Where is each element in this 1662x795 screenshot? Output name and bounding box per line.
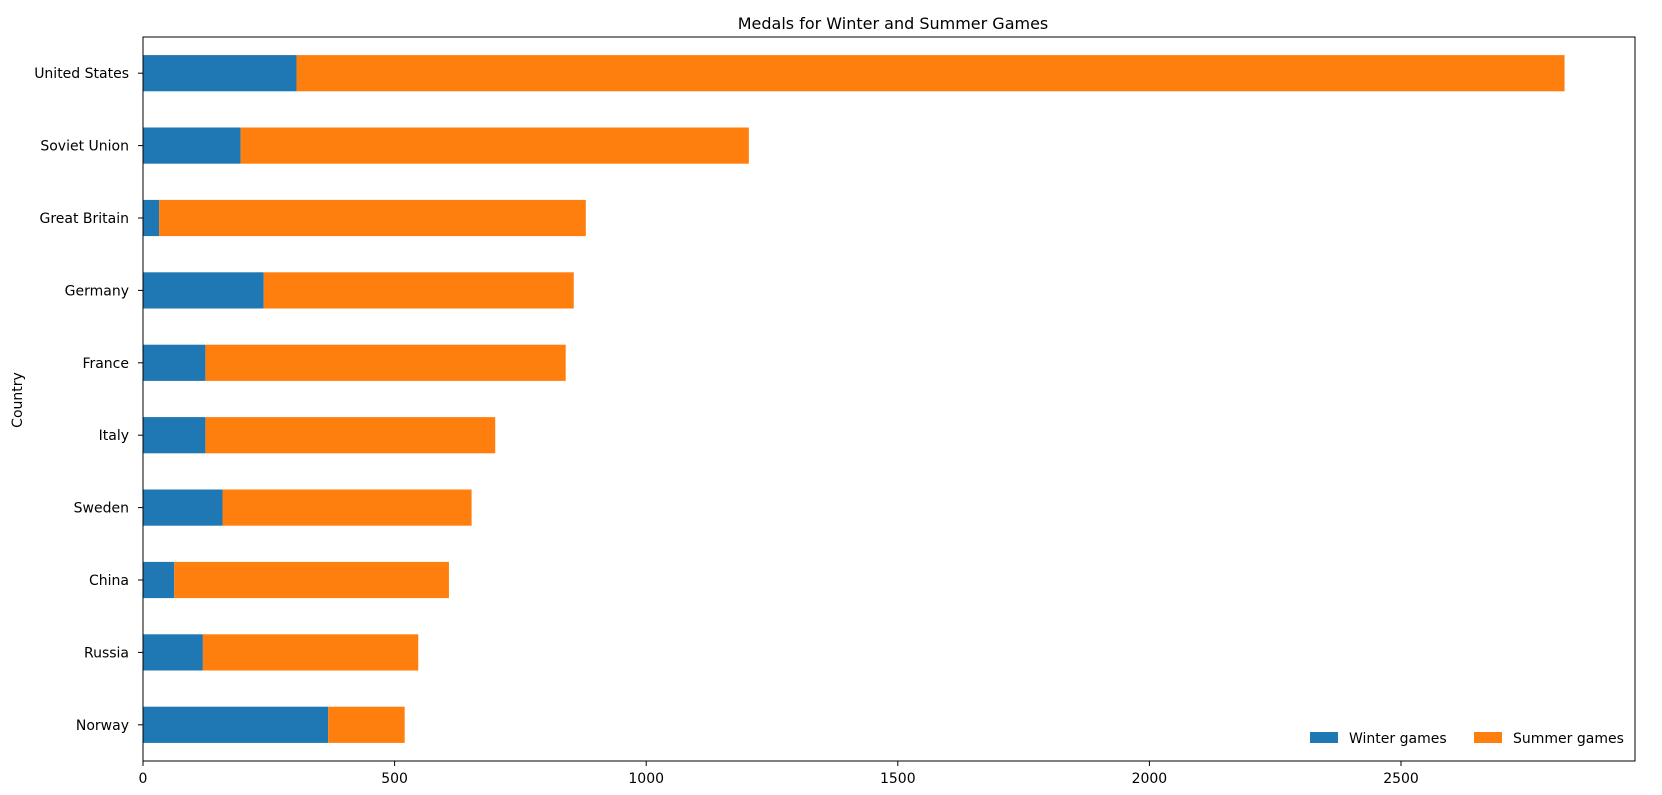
- y-tick-label: China: [89, 573, 129, 589]
- bar-germany-winter-games: [143, 272, 264, 309]
- x-tick-label: 0: [139, 771, 148, 787]
- legend-label-winter-games: Winter games: [1349, 731, 1447, 747]
- x-tick-label: 1500: [880, 771, 916, 787]
- legend-swatch-winter-games: [1310, 732, 1338, 743]
- y-tick-label: Soviet Union: [40, 139, 129, 155]
- bar-united-states-winter-games: [143, 55, 297, 92]
- y-tick-label: United States: [34, 66, 129, 82]
- legend: Winter games Summer games: [1310, 731, 1624, 747]
- y-tick-label: Great Britain: [39, 211, 129, 227]
- y-tick-label: France: [82, 356, 129, 372]
- legend-swatch-summer-games: [1474, 732, 1502, 743]
- x-tick-label: 500: [381, 771, 408, 787]
- bar-russia-winter-games: [143, 634, 203, 671]
- y-tick-label: Italy: [99, 428, 129, 444]
- bar-sweden-summer-games: [222, 489, 472, 526]
- bar-great-britain-winter-games: [143, 199, 160, 237]
- bar-united-states-summer-games: [296, 55, 1565, 92]
- bar-france-summer-games: [205, 344, 566, 381]
- plot-frame: [142, 36, 1636, 762]
- bar-russia-summer-games: [202, 634, 419, 671]
- y-axis-label: Country: [10, 372, 26, 428]
- legend-label-summer-games: Summer games: [1513, 731, 1624, 747]
- bar-sweden-winter-games: [143, 489, 223, 526]
- bar-china-winter-games: [143, 561, 175, 599]
- bar-norway-summer-games: [328, 706, 405, 743]
- bar-italy-winter-games: [143, 417, 206, 454]
- y-tick-label: Sweden: [74, 501, 129, 517]
- y-tick-label: Russia: [84, 645, 129, 661]
- chart-title: Medals for Winter and Summer Games: [738, 14, 1049, 33]
- y-tick-label: Germany: [65, 283, 129, 299]
- bars-layer: [143, 55, 1565, 743]
- bar-soviet-union-summer-games: [240, 127, 749, 164]
- bar-great-britain-summer-games: [159, 199, 586, 237]
- axes-layer: United States Soviet Union Great Britain Ge…: [34, 36, 1636, 787]
- bar-china-summer-games: [174, 561, 449, 599]
- bar-france-winter-games: [143, 344, 206, 381]
- bar-germany-summer-games: [263, 272, 574, 309]
- bar-italy-summer-games: [205, 417, 496, 454]
- x-tick-label: 2000: [1132, 771, 1168, 787]
- x-tick-label: 2500: [1383, 771, 1419, 787]
- bar-soviet-union-winter-games: [143, 127, 241, 164]
- bar-norway-winter-games: [143, 706, 329, 743]
- y-tick-label: Norway: [76, 718, 129, 734]
- x-tick-label: 1000: [628, 771, 664, 787]
